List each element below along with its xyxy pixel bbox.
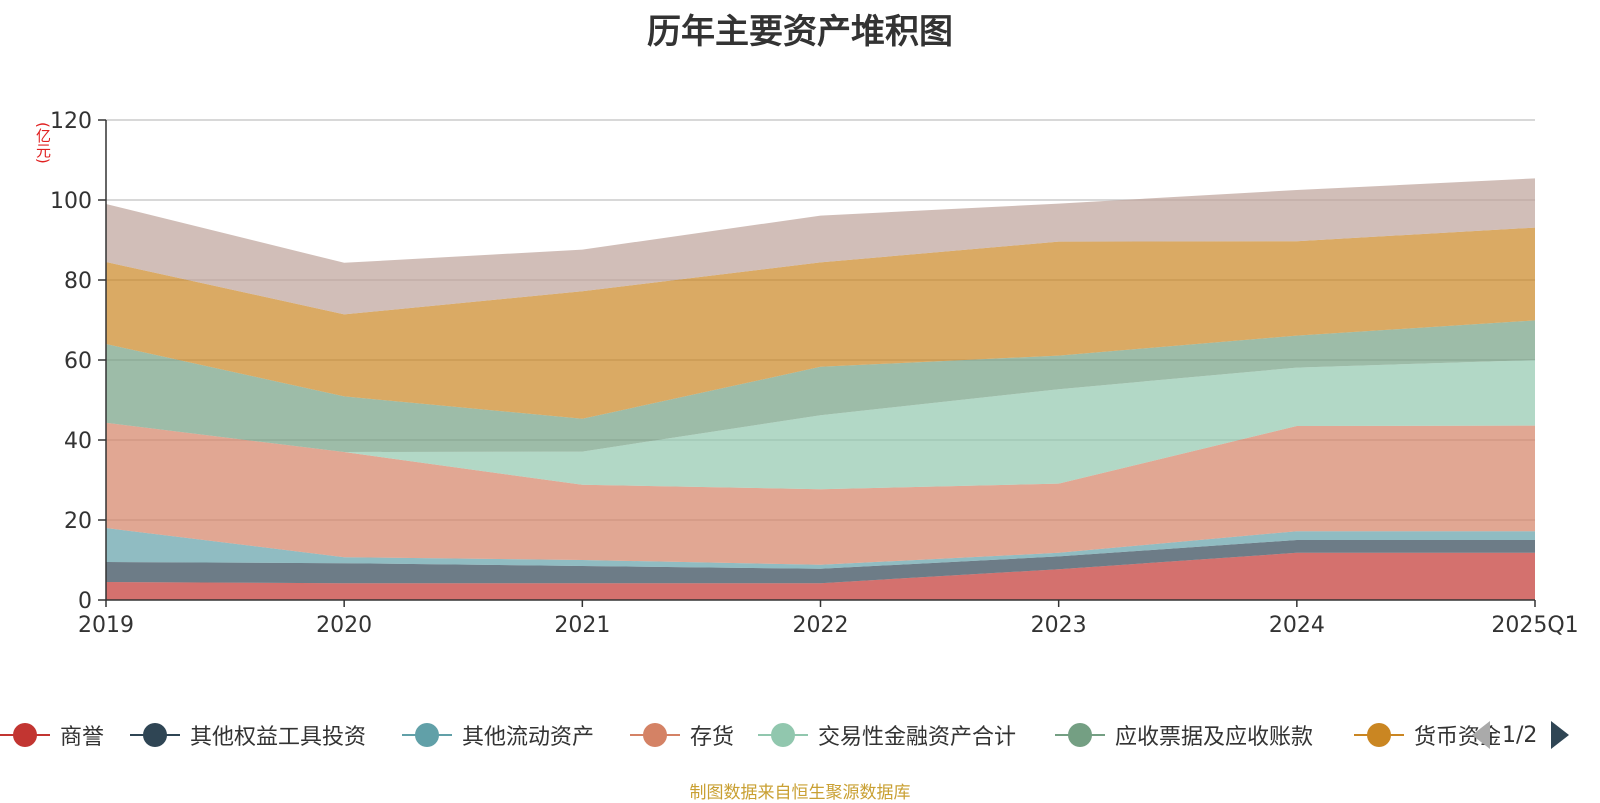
axes bbox=[98, 119, 1536, 607]
area-交易性金融资产合计 bbox=[106, 360, 1535, 490]
area-其他流动资产 bbox=[106, 528, 1535, 569]
area-存货 bbox=[106, 422, 1535, 565]
legend-item-应收票据及应收账款[interactable]: 应收票据及应收账款 bbox=[1055, 715, 1313, 755]
legend-label: 交易性金融资产合计 bbox=[818, 725, 1017, 750]
y-axis-unit-label: (亿元) bbox=[34, 122, 52, 164]
legend-item-其他权益工具投资[interactable]: 其他权益工具投资 bbox=[130, 715, 366, 755]
x-tick-label-2022: 2022 bbox=[793, 613, 849, 638]
x-tick-label-2025Q1: 2025Q1 bbox=[1491, 613, 1578, 638]
legend: 商誉 其他权益工具投资 其他流动资产 存货 交易性金融资产合计 应收票据及应收账款 货币资金 bbox=[0, 715, 1500, 755]
area-series bbox=[106, 178, 1535, 600]
legend-label: 其他流动资产 bbox=[462, 725, 595, 750]
data-source-note: 制图数据来自恒生聚源数据库 bbox=[689, 783, 911, 803]
area-货币资金 bbox=[106, 227, 1535, 419]
area-其他权益工具投资 bbox=[106, 540, 1535, 584]
y-tick-labels: 0 20 40 60 80 100 120 bbox=[50, 109, 92, 614]
area-应收票据及应收账款 bbox=[106, 320, 1535, 452]
x-tick-label-2021: 2021 bbox=[554, 613, 610, 638]
legend-item-其他流动资产[interactable]: 其他流动资产 bbox=[402, 715, 594, 755]
legend-label: 其他权益工具投资 bbox=[190, 725, 367, 750]
legend-marker-icon bbox=[1055, 720, 1105, 750]
legend-item-交易性金融资产合计[interactable]: 交易性金融资产合计 bbox=[758, 715, 1016, 755]
y-tick-label-120: 120 bbox=[50, 109, 92, 134]
chart-title: 历年主要资产堆积图 bbox=[647, 12, 953, 52]
legend-marker-icon bbox=[0, 720, 50, 750]
x-tick-labels: 2019 2020 2021 2022 2023 2024 2025Q1 bbox=[78, 613, 1579, 638]
y-tick-label-40: 40 bbox=[64, 429, 92, 454]
y-tick-label-0: 0 bbox=[78, 589, 92, 614]
area-商誉 bbox=[106, 552, 1535, 600]
legend-marker-icon bbox=[630, 720, 680, 750]
legend-label: 商誉 bbox=[60, 725, 105, 750]
area-其他 bbox=[106, 178, 1535, 315]
legend-marker-icon bbox=[758, 720, 808, 750]
legend-label: 存货 bbox=[690, 725, 735, 750]
legend-marker-icon bbox=[402, 720, 452, 750]
y-tick-label-60: 60 bbox=[64, 349, 92, 374]
y-tick-label-20: 20 bbox=[64, 509, 92, 534]
y-tick-label-100: 100 bbox=[50, 189, 92, 214]
legend-item-商誉[interactable]: 商誉 bbox=[0, 715, 104, 755]
legend-label: 应收票据及应收账款 bbox=[1115, 725, 1314, 750]
legend-page-label: 1/2 bbox=[1502, 722, 1538, 748]
y-tick-label-80: 80 bbox=[64, 269, 92, 294]
legend-prev-page-icon[interactable] bbox=[1472, 721, 1490, 749]
x-tick-label-2024: 2024 bbox=[1269, 613, 1325, 638]
x-tick-label-2019: 2019 bbox=[78, 613, 134, 638]
legend-marker-icon bbox=[1354, 720, 1404, 750]
legend-marker-icon bbox=[130, 720, 180, 750]
legend-pager: 1/2 bbox=[1472, 715, 1570, 755]
x-tick-label-2020: 2020 bbox=[316, 613, 372, 638]
x-tick-label-2023: 2023 bbox=[1031, 613, 1087, 638]
legend-next-page-icon[interactable] bbox=[1551, 721, 1570, 749]
legend-item-存货[interactable]: 存货 bbox=[630, 715, 734, 755]
